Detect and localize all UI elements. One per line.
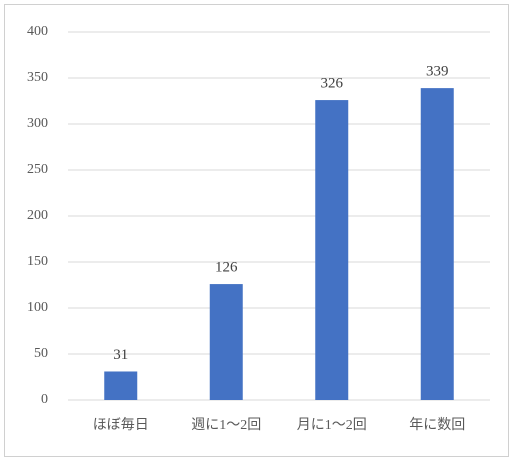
x-tick-label: 年に数回 bbox=[409, 417, 465, 433]
bar bbox=[209, 284, 243, 400]
x-tick-label: 月に1～2回 bbox=[297, 417, 367, 433]
bar bbox=[420, 88, 454, 401]
y-tick-label: 100 bbox=[27, 300, 48, 315]
y-tick-label: 0 bbox=[41, 392, 48, 407]
data-label: 339 bbox=[426, 64, 449, 80]
x-tick-label: ほぼ毎日 bbox=[93, 417, 149, 433]
y-tick-label: 250 bbox=[27, 162, 48, 177]
y-tick-label: 50 bbox=[34, 346, 48, 361]
data-label: 326 bbox=[321, 76, 344, 92]
y-tick-label: 150 bbox=[27, 254, 48, 269]
data-label: 31 bbox=[113, 347, 128, 363]
y-tick-label: 200 bbox=[27, 208, 48, 223]
bar bbox=[315, 100, 349, 400]
y-tick-label: 300 bbox=[27, 116, 48, 131]
y-tick-label: 350 bbox=[27, 70, 48, 85]
bar bbox=[104, 371, 138, 400]
data-label: 126 bbox=[215, 260, 238, 276]
y-tick-label: 400 bbox=[27, 24, 48, 39]
x-tick-label: 週に1～2回 bbox=[191, 417, 261, 433]
